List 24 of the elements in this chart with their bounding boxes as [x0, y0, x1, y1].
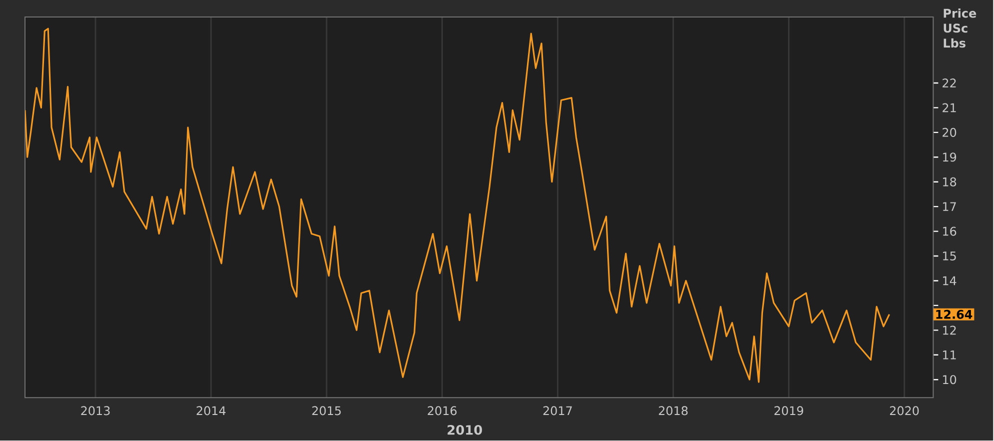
text: 2010	[448, 425, 482, 436]
x-tick-label: 2019	[774, 406, 804, 416]
line-series	[24, 28, 890, 384]
y-tick-label: 21	[942, 103, 956, 112]
y-tick-label: 16	[943, 226, 956, 236]
x-tick-label: 2020	[890, 406, 919, 416]
x-tick-label: 2016	[428, 406, 457, 416]
x-tick-label: 2018	[658, 406, 688, 416]
y-tick-label: 12	[943, 326, 956, 335]
y-tick-label: 14	[943, 276, 956, 286]
x-tick-label: 2015	[312, 406, 341, 416]
y-tick-label: 11	[943, 350, 956, 360]
y-tick-label: 20	[942, 128, 956, 138]
y-tick-label: 18	[943, 178, 956, 187]
text: 12.64	[936, 310, 972, 320]
x-tick-label: 2014	[196, 406, 226, 416]
y-tick-label: 19	[943, 152, 956, 162]
y-tick-label: 22	[942, 78, 956, 88]
y-tick-label: 10	[943, 375, 956, 384]
x-tick-label: 2017	[543, 406, 572, 416]
y-tick-label: 17	[943, 202, 956, 212]
y-tick-label: 15	[943, 252, 956, 261]
x-tick-label: 2013	[81, 406, 110, 416]
y-axis-title: Price USc Lbs	[944, 8, 976, 48]
